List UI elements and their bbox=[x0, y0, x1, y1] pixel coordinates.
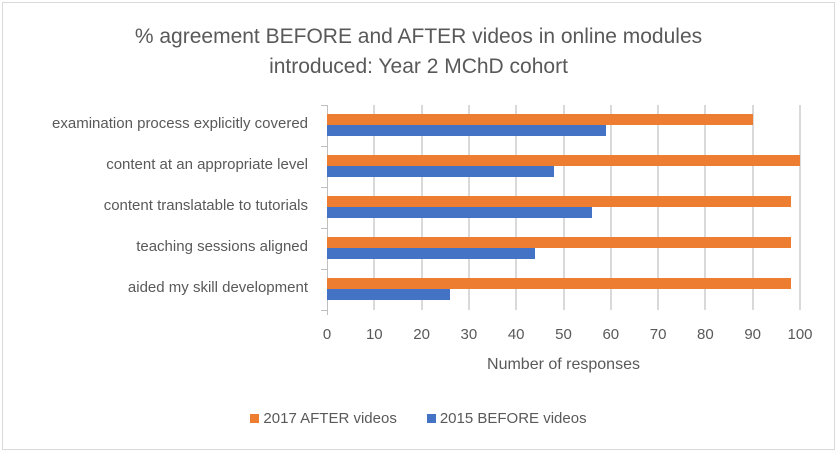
x-axis-title: Number of responses bbox=[487, 356, 640, 373]
y-axis-tick bbox=[321, 187, 327, 188]
x-tick-label: 60 bbox=[602, 326, 620, 343]
y-axis-tick bbox=[321, 146, 327, 147]
bar-2015-before bbox=[327, 248, 536, 259]
legend-item-before: 2015 BEFORE videos bbox=[426, 410, 587, 427]
x-tick-label: 90 bbox=[744, 326, 762, 343]
gridline bbox=[751, 105, 754, 310]
bar-2015-before bbox=[327, 125, 607, 136]
y-axis-tick bbox=[321, 310, 327, 311]
y-axis-tick bbox=[321, 105, 327, 106]
x-tick-label: 10 bbox=[365, 326, 383, 343]
x-tick-label: 50 bbox=[555, 326, 572, 343]
x-tick-label: 80 bbox=[697, 326, 714, 343]
legend-item-after: 2017 AFTER videos bbox=[250, 410, 397, 427]
y-axis-tick bbox=[321, 269, 327, 270]
legend: 2017 AFTER videos 2015 BEFORE videos bbox=[0, 410, 837, 427]
y-axis-tick bbox=[321, 228, 327, 229]
chart-title-line-1: % agreement BEFORE and AFTER videos in o… bbox=[134, 25, 703, 48]
gridline bbox=[799, 105, 801, 310]
x-tick-label: 0 bbox=[322, 326, 332, 343]
x-tick-label: 20 bbox=[413, 326, 430, 343]
bar-2017-after bbox=[327, 196, 791, 207]
category-label: aided my skill development bbox=[127, 279, 308, 296]
x-tick-label: 30 bbox=[460, 326, 478, 343]
bar-2015-before bbox=[327, 289, 450, 300]
gridline bbox=[609, 105, 612, 310]
plot-area bbox=[321, 105, 801, 315]
gridline bbox=[657, 105, 660, 310]
chart-title-line-2: introduced: Year 2 MChD cohort bbox=[269, 55, 568, 78]
category-label: content at an appropriate level bbox=[106, 156, 308, 173]
category-label: content translatable to tutorials bbox=[103, 197, 308, 214]
legend-label-before: 2015 BEFORE videos bbox=[439, 410, 587, 427]
x-tick-label: 100 bbox=[787, 326, 813, 343]
legend-swatch-after bbox=[250, 414, 260, 423]
category-label: examination process explicitly covered bbox=[52, 115, 308, 132]
legend-swatch-before bbox=[426, 414, 436, 423]
legend-label-after: 2017 AFTER videos bbox=[263, 410, 397, 427]
bar-2015-before bbox=[327, 207, 592, 218]
bar-2015-before bbox=[327, 166, 555, 177]
category-label: teaching sessions aligned bbox=[136, 238, 308, 255]
bar-2017-after bbox=[327, 114, 753, 125]
bar-2017-after bbox=[327, 237, 791, 248]
x-tick-label: 40 bbox=[507, 326, 525, 343]
bar-2017-after bbox=[327, 278, 791, 289]
gridline bbox=[704, 105, 707, 310]
bar-2017-after bbox=[327, 155, 800, 166]
x-tick-label: 70 bbox=[649, 326, 667, 343]
chart-title: % agreement BEFORE and AFTER videos in o… bbox=[0, 22, 837, 82]
